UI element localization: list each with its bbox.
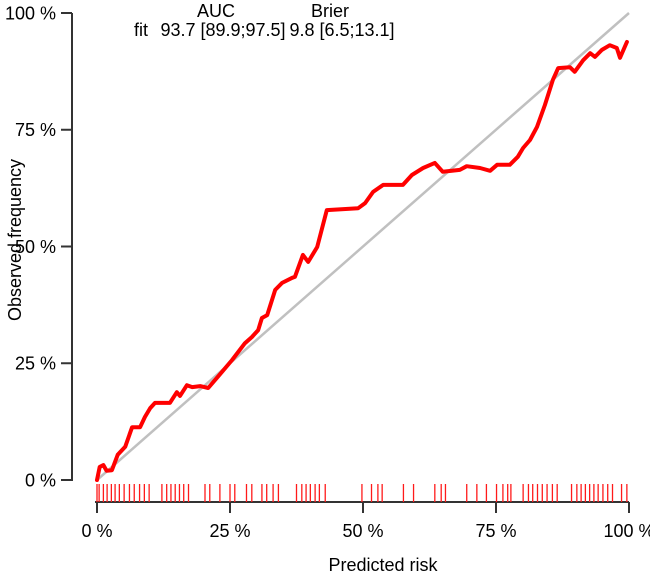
auc-value: 93.7 [89.9;97.5] [160,20,286,40]
y-axis-title: Observed frequency [5,158,25,322]
brier-column-header: Brier [310,1,350,21]
brier-value: 9.8 [6.5;13.1] [289,20,395,40]
y-tick-label: 25 % [15,354,56,374]
x-tick-label: 75 % [475,521,516,541]
x-tick-label: 100 % [603,521,650,541]
y-tick-label: 75 % [15,120,56,140]
auc-column-header: AUC [196,1,236,21]
x-tick-label: 50 % [342,521,383,541]
x-axis-title: Predicted risk [328,555,438,575]
y-tick-label: 100 % [5,3,56,23]
x-tick-label: 25 % [209,521,250,541]
calibration-curve [95,40,629,482]
y-tick-label: 50 % [15,237,56,257]
ideal-reference-line [96,12,630,481]
x-tick-label: 0 % [81,521,112,541]
y-tick-label: 0 % [25,470,56,490]
model-row-label: fit [133,20,148,40]
